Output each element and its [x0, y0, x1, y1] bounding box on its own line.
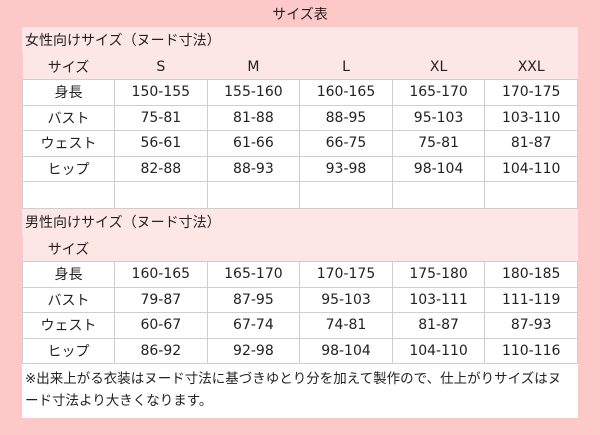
- empty-row: [22, 181, 578, 209]
- measurement-cell: 160-165: [299, 79, 393, 106]
- size-m: M: [207, 54, 300, 80]
- measurement-cell: 104-110: [391, 337, 486, 364]
- measurement-cell: 74-81: [299, 312, 393, 339]
- table-row: 身長 160-165 165-170 170-175 175-180 180-185: [22, 261, 578, 288]
- empty-cell: [206, 181, 301, 209]
- measurement-cell: 56-61: [114, 130, 208, 157]
- measurement-cell: 75-81: [114, 104, 208, 131]
- measurement-cell: 95-103: [299, 286, 393, 313]
- empty-cell: [299, 181, 393, 209]
- measurement-cell: 170-175: [484, 79, 578, 106]
- empty-cell: [484, 236, 578, 262]
- size-label: サイズ: [22, 54, 115, 80]
- measurement-cell: 66-75: [299, 130, 393, 157]
- women-size-row: サイズ S M L XL XXL: [22, 54, 578, 80]
- measurement-cell: 165-170: [206, 261, 301, 288]
- row-label: ヒップ: [22, 155, 115, 182]
- measurement-cell: 61-66: [206, 130, 301, 157]
- empty-cell: [22, 181, 115, 209]
- size-label: サイズ: [22, 236, 115, 262]
- measurement-cell: 88-93: [206, 155, 301, 182]
- measurement-cell: 95-103: [391, 104, 486, 131]
- empty-cell: [114, 236, 208, 262]
- measurement-cell: 150-155: [114, 79, 208, 106]
- row-label: ヒップ: [22, 337, 115, 364]
- measurement-cell: 103-111: [391, 286, 486, 313]
- measurement-cell: 87-93: [484, 312, 578, 339]
- measurement-cell: 160-165: [114, 261, 208, 288]
- row-label: バスト: [22, 286, 115, 313]
- women-heading: 女性向けサイズ（ヌード寸法）: [22, 27, 578, 54]
- row-label: 身長: [22, 261, 115, 288]
- measurement-cell: 175-180: [391, 261, 486, 288]
- measurement-cell: 87-95: [206, 286, 301, 313]
- measurement-cell: 86-92: [114, 337, 208, 364]
- empty-cell: [114, 181, 208, 209]
- measurement-cell: 103-110: [484, 104, 578, 131]
- measurement-cell: 111-119: [484, 286, 578, 313]
- measurement-cell: 75-81: [391, 130, 486, 157]
- measurement-cell: 92-98: [206, 337, 301, 364]
- chart-title: サイズ表: [272, 7, 328, 23]
- table-row: ヒップ 86-92 92-98 98-104 104-110 110-116: [22, 337, 578, 364]
- empty-cell: [207, 236, 300, 262]
- measurement-cell: 81-87: [391, 312, 486, 339]
- measurement-cell: 170-175: [299, 261, 393, 288]
- measurement-cell: 110-116: [484, 337, 578, 364]
- table-row: ヒップ 82-88 88-93 93-98 98-104 104-110: [22, 155, 578, 182]
- measurement-cell: 104-110: [484, 155, 578, 182]
- measurement-cell: 88-95: [299, 104, 393, 131]
- chart-content: 女性向けサイズ（ヌード寸法） サイズ S M L XL XXL 身長 150-15…: [22, 27, 578, 418]
- men-size-table: サイズ 身長 160-165 165-170 170-175 175-180 180-18…: [22, 236, 578, 364]
- table-row: バスト 79-87 87-95 95-103 103-111 111-119: [22, 286, 578, 313]
- row-label: バスト: [22, 104, 115, 131]
- table-row: 身長 150-155 155-160 160-165 165-170 170-175: [22, 79, 578, 106]
- empty-cell: [391, 181, 486, 209]
- row-label: ウェスト: [22, 130, 115, 157]
- row-label: 身長: [22, 79, 115, 106]
- measurement-cell: 81-87: [484, 130, 578, 157]
- measurement-cell: 98-104: [391, 155, 486, 182]
- measurement-cell: 60-67: [114, 312, 208, 339]
- men-heading: 男性向けサイズ（ヌード寸法）: [22, 209, 578, 236]
- empty-cell: [392, 236, 485, 262]
- measurement-cell: 82-88: [114, 155, 208, 182]
- men-size-row: サイズ: [22, 236, 578, 262]
- measurement-cell: 67-74: [206, 312, 301, 339]
- measurement-cell: 155-160: [206, 79, 301, 106]
- size-s: S: [114, 54, 208, 80]
- women-size-table: サイズ S M L XL XXL 身長 150-155 155-160 160-165…: [22, 54, 578, 209]
- table-row: ウェスト 56-61 61-66 66-75 75-81 81-87: [22, 130, 578, 157]
- measurement-cell: 79-87: [114, 286, 208, 313]
- sizing-note: ※出来上がる衣装はヌード寸法に基づきゆとり分を加えて製作ので、仕上がりサイズはヌ…: [22, 364, 578, 418]
- size-xxl: XXL: [484, 54, 578, 80]
- measurement-cell: 180-185: [484, 261, 578, 288]
- measurement-cell: 81-88: [206, 104, 301, 131]
- measurement-cell: 98-104: [299, 337, 393, 364]
- table-row: ウェスト 60-67 67-74 74-81 81-87 87-93: [22, 312, 578, 339]
- row-label: ウェスト: [22, 312, 115, 339]
- measurement-cell: 165-170: [391, 79, 486, 106]
- size-l: L: [299, 54, 393, 80]
- measurement-cell: 93-98: [299, 155, 393, 182]
- empty-cell: [484, 181, 578, 209]
- size-xl: XL: [392, 54, 485, 80]
- empty-cell: [299, 236, 393, 262]
- table-row: バスト 75-81 81-88 88-95 95-103 103-110: [22, 104, 578, 131]
